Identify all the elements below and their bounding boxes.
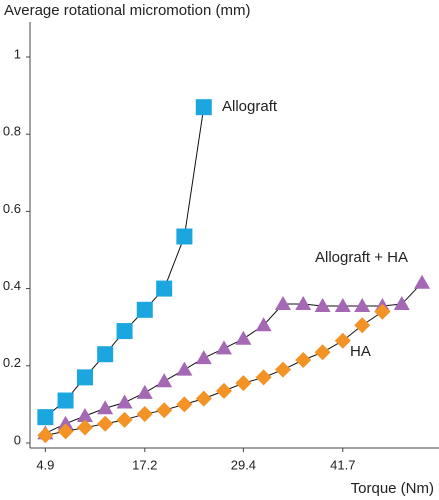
data-point: [156, 373, 173, 388]
data-point: [274, 296, 291, 311]
data-point: [414, 274, 431, 289]
data-point: [57, 423, 74, 440]
data-point: [156, 402, 173, 419]
data-point: [295, 296, 312, 311]
data-point: [215, 340, 232, 355]
data-point: [37, 427, 54, 444]
y-tick-label: 1: [14, 46, 21, 61]
data-point: [176, 396, 193, 413]
data-point: [195, 390, 212, 407]
data-point: [374, 303, 391, 320]
data-point: [354, 297, 371, 312]
data-point: [314, 344, 331, 361]
data-point: [354, 317, 371, 334]
data-point: [195, 99, 212, 116]
x-tick-label: 41.7: [330, 457, 355, 472]
data-point: [37, 409, 54, 426]
y-axis-title: Average rotational micromotion (mm): [4, 2, 250, 19]
x-tick-label: 29.4: [231, 457, 256, 472]
data-point: [235, 375, 252, 392]
data-point: [136, 301, 153, 318]
data-point: [255, 369, 272, 386]
data-point: [176, 228, 193, 245]
y-tick-label: 0.8: [3, 124, 21, 139]
data-point: [76, 419, 93, 436]
data-point: [215, 382, 232, 399]
data-point: [97, 346, 114, 363]
data-point: [136, 384, 153, 399]
data-point: [274, 361, 291, 378]
data-point: [116, 411, 133, 428]
series-label: HA: [350, 343, 371, 360]
data-point: [57, 415, 74, 430]
data-point: [334, 297, 351, 312]
data-point: [195, 350, 212, 365]
data-point: [295, 352, 312, 369]
series-label: Allograft: [222, 98, 278, 115]
series-line: [45, 311, 383, 436]
data-point: [97, 400, 114, 415]
data-point: [156, 280, 173, 297]
x-tick-label: 17.2: [132, 457, 157, 472]
data-point: [334, 332, 351, 349]
x-tick-label: 4.9: [36, 457, 54, 472]
data-point: [116, 394, 133, 409]
data-point: [393, 296, 410, 311]
data-point: [76, 407, 93, 422]
data-point: [116, 323, 133, 340]
y-tick-label: 0.4: [3, 278, 21, 293]
series-label: Allograft + HA: [315, 249, 408, 266]
data-point: [97, 415, 114, 432]
data-point: [255, 317, 272, 332]
data-point: [176, 361, 193, 376]
y-tick-label: 0: [14, 432, 21, 447]
data-point: [314, 297, 331, 312]
y-tick-label: 0.6: [3, 201, 21, 216]
data-point: [57, 392, 74, 409]
x-axis-title: Torque (Nm): [351, 480, 434, 497]
y-tick-label: 0.2: [3, 355, 21, 370]
data-point: [76, 369, 93, 386]
data-point: [235, 330, 252, 345]
data-point: [136, 406, 153, 423]
